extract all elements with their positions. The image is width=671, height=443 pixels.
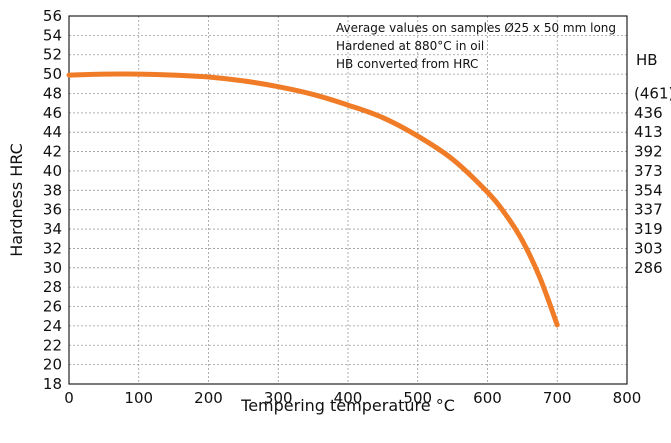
y-tick-label: 46: [43, 104, 62, 122]
hb-label: 436: [634, 104, 663, 122]
x-tick-label: 500: [403, 389, 432, 407]
y-tick-label: 28: [43, 278, 62, 296]
y-tick-label: 54: [43, 26, 62, 44]
y-tick-label: 36: [43, 201, 62, 219]
y-tick-label: 20: [43, 356, 62, 374]
series: [66, 71, 560, 328]
hb-label: 413: [634, 123, 663, 141]
y-tick-label: 30: [43, 259, 62, 277]
x-tick-label: 800: [613, 389, 642, 407]
x-tick-label: 300: [264, 389, 293, 407]
note-hb-converted: HB converted from HRC: [336, 57, 478, 71]
x-tick-label: 200: [194, 389, 223, 407]
y-tick-label: 18: [43, 375, 62, 393]
hb-label: 392: [634, 143, 663, 161]
x-tick-label: 0: [64, 389, 74, 407]
y-tick-label: 24: [43, 317, 62, 335]
y-tick-label: 34: [43, 220, 62, 238]
y-tick-label: 22: [43, 336, 62, 354]
hb-label: 286: [634, 259, 663, 277]
x-tick-label: 600: [473, 389, 502, 407]
hb-label: 319: [634, 220, 663, 238]
y-tick-label: 48: [43, 84, 62, 102]
y-tick-label: 40: [43, 162, 62, 180]
y-tick-label: 38: [43, 181, 62, 199]
y-axis-title: Hardness HRC: [7, 143, 26, 257]
y-tick-label: 50: [43, 65, 62, 83]
hb-label: 337: [634, 201, 663, 219]
y-tick-label: 26: [43, 298, 62, 316]
hb-label: 354: [634, 181, 663, 199]
x-tick-labels: 0 100 200 300 400 500 600 700 800: [64, 389, 641, 407]
y-tick-label: 52: [43, 46, 62, 64]
note-hardened: Hardened at 880°C in oil: [336, 39, 484, 53]
x-tick-label: 700: [543, 389, 572, 407]
hb-axis-title: HB: [636, 51, 658, 69]
x-axis-title: Tempering temperature °C: [240, 396, 455, 415]
plot-frame: [68, 15, 628, 385]
x-tick-label: 100: [124, 389, 153, 407]
hb-label: (461): [634, 84, 671, 102]
note-samples: Average values on samples Ø25 x 50 mm lo…: [336, 21, 616, 35]
x-tick-label: 400: [334, 389, 363, 407]
y-tick-label: 42: [43, 143, 62, 161]
y-tick-label: 56: [43, 7, 62, 25]
grid: [69, 16, 627, 384]
y-tick-label: 44: [43, 123, 62, 141]
y-tick-label: 32: [43, 239, 62, 257]
hardness-curve: [66, 71, 560, 328]
hb-label: 303: [634, 239, 663, 257]
hb-label: 373: [634, 162, 663, 180]
